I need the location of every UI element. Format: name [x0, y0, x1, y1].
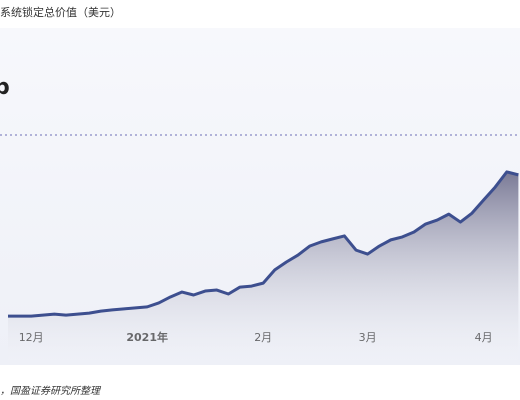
annotation: b [0, 75, 10, 100]
line [8, 170, 519, 318]
source-note: ，国盈证券研究所整理 [0, 385, 102, 397]
area [8, 171, 519, 360]
chart-title: 系统锁定总价值（美元） [0, 5, 121, 19]
plot: 12月2021年2月3月4月 [8, 170, 519, 360]
